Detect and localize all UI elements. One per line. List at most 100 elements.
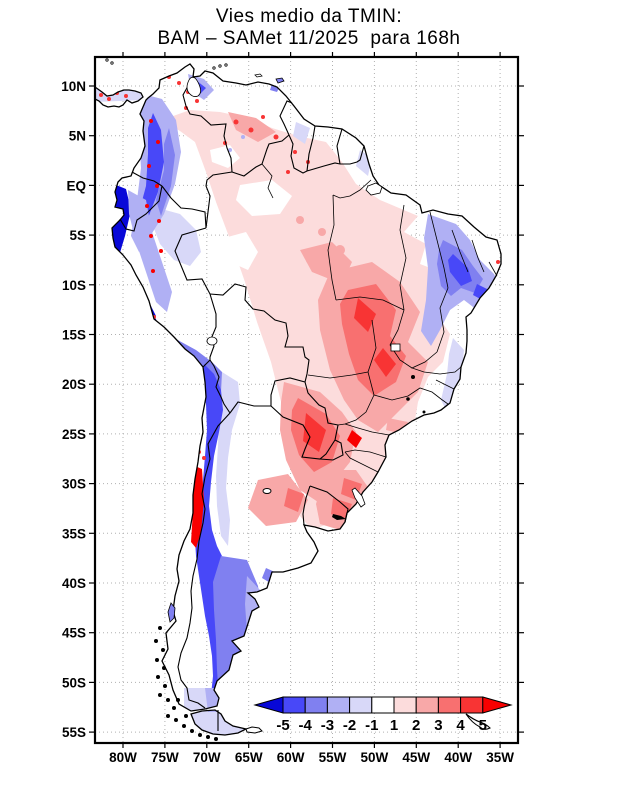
colorbar-tick-label: -4 [299, 717, 313, 734]
country-border [177, 412, 231, 709]
state-border [373, 387, 449, 411]
coastlines-and-islands [94, 58, 502, 741]
country-border [306, 162, 341, 172]
bias-speckle [296, 216, 304, 224]
axis-labels: 80W 75W 70W 65W 60W 55W 50W 45W 40W 35W 10N 5N EQ 5S 1… [61, 79, 514, 765]
colorbar-box [371, 696, 395, 714]
colorbar-tick-label: 1 [390, 717, 398, 734]
colorbar-tick-label: 3 [434, 717, 442, 734]
lat-label: 35S [62, 526, 86, 541]
bias-speckle [151, 269, 155, 273]
fjord-islet [154, 639, 158, 643]
country-border [270, 405, 336, 460]
bias-speckle [124, 94, 128, 98]
state-border [429, 211, 449, 289]
state-border [389, 309, 405, 346]
fjord-islet [198, 733, 202, 737]
fjord-islet [190, 729, 194, 733]
colorbar-above-arrow [482, 696, 513, 714]
bias-patch [224, 232, 258, 270]
colorbar-tick-label: 4 [456, 717, 465, 734]
figure-title-line2: BAM – SAMet 11/2025 para 168h [158, 28, 461, 49]
state-border [367, 319, 377, 373]
lat-label: 5N [69, 129, 86, 144]
lat-label: 20S [62, 377, 86, 392]
fjord-islet [158, 626, 162, 630]
state-border [307, 371, 369, 379]
country-border [302, 485, 311, 526]
lon-label: 45W [402, 750, 430, 765]
colorbar-box [282, 696, 306, 714]
state-border [332, 179, 372, 199]
reservoir-dot [411, 375, 415, 379]
lat-label: 40S [62, 576, 86, 591]
country-border [231, 134, 290, 177]
fjord-islet [155, 658, 159, 662]
small-island-dot [224, 63, 228, 67]
plot-frame [93, 55, 520, 745]
country-border [319, 439, 344, 461]
country-border [202, 359, 211, 368]
bias-speckle [149, 234, 153, 238]
south-georgia-island [465, 713, 491, 730]
bias-patch [153, 208, 201, 266]
bias-speckle [177, 81, 181, 85]
fjord-islet [166, 698, 170, 702]
country-border [131, 171, 163, 187]
state-border [436, 287, 449, 353]
state-border [335, 296, 405, 311]
bias-speckle [202, 456, 206, 460]
lon-label: 35W [486, 750, 514, 765]
bias-patch [293, 122, 310, 144]
state-border [399, 204, 407, 311]
lake-maracaibo [186, 76, 202, 97]
country-border [119, 185, 163, 232]
bias-patch [356, 150, 372, 176]
bias-speckle [335, 245, 345, 255]
bias-patch [213, 556, 262, 711]
bias-patch [228, 112, 276, 142]
fjord-islet [161, 648, 165, 652]
lagoa-dos-patos [351, 487, 366, 508]
colorbar-box [415, 696, 439, 714]
bias-speckle [152, 158, 156, 162]
country-border [279, 100, 293, 136]
axis-ticks [89, 52, 524, 748]
fjord-islet [172, 706, 176, 710]
colorbar-box [393, 696, 417, 714]
bias-speckle [248, 127, 254, 133]
colorbar-below-arrow [253, 696, 284, 714]
bias-speckle [318, 228, 326, 236]
coastline [94, 85, 144, 108]
bias-speckle [293, 150, 297, 154]
country-border [161, 185, 207, 229]
lat-label: 5S [69, 228, 86, 243]
bias-speckle [146, 188, 150, 192]
lon-label: 70W [193, 750, 221, 765]
bias-speckle [261, 115, 265, 119]
colorbar-tick-label: -1 [365, 717, 378, 734]
state-border [488, 261, 498, 277]
bias-patch [184, 688, 256, 735]
state-border [327, 194, 337, 301]
lat-label: 10S [62, 278, 86, 293]
state-border [344, 423, 390, 436]
bias-speckle [147, 164, 151, 168]
bias-speckle [159, 249, 163, 253]
bias-patch [248, 474, 308, 526]
bias-speckle [149, 119, 153, 123]
lake-titicaca [206, 336, 218, 346]
fjord-islet [166, 714, 170, 718]
bias-speckle [99, 93, 103, 97]
bias-speckle [107, 97, 111, 101]
bias-speckle [241, 135, 245, 139]
bias-speckle [157, 219, 161, 223]
lat-label: 10N [61, 79, 86, 94]
margarita-island [254, 73, 263, 78]
country-border [209, 283, 310, 383]
country-border [174, 227, 211, 295]
bias-patch [354, 298, 376, 332]
state-border [410, 351, 462, 375]
state-border [344, 451, 379, 473]
